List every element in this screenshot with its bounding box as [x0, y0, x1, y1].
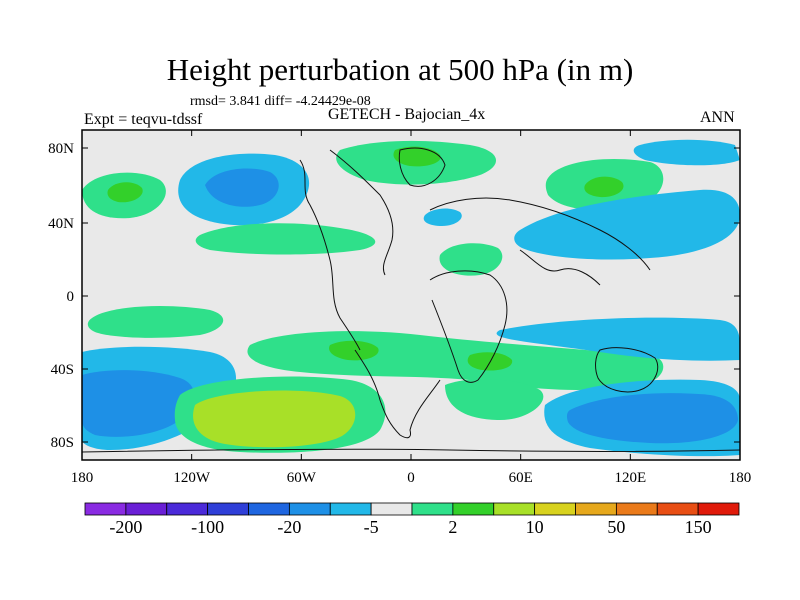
x-tick-label: 180 — [71, 470, 94, 486]
colorbar-label: 150 — [685, 517, 712, 537]
experiment-label: Expt = teqvu-tdssf — [84, 111, 203, 128]
contour-sh-pacific-yellow — [193, 390, 356, 448]
y-axis: 80N 40N 0 40S 80S — [48, 141, 740, 451]
colorbar-swatch — [452, 502, 495, 516]
contour-sh-africa-core — [467, 352, 513, 371]
colorbar-swatch — [697, 502, 740, 516]
x-axis: 180 120W 60W 0 60E 120E 180 — [71, 130, 752, 486]
colorbar-swatch — [615, 502, 658, 516]
coast-australia — [595, 347, 659, 393]
contour-sh-east-core — [677, 342, 704, 355]
coast-north-america — [299, 159, 361, 351]
season-label: ANN — [700, 109, 735, 126]
contour-africa-north-green — [439, 243, 503, 276]
contour-ne-top-cyan — [633, 139, 740, 166]
contour-sh-east-blue — [566, 393, 738, 444]
contour-arctic-core — [393, 146, 441, 167]
colorbar: -200 -100 -20 -5 2 10 50 150 — [84, 502, 740, 537]
colorbar-swatch — [656, 502, 699, 516]
contour-fields — [82, 139, 740, 457]
colorbar-label: 50 — [607, 517, 625, 537]
stats-text: rmsd= 3.841 diff= -4.24429e-08 — [190, 94, 371, 109]
coast-north-america-east — [329, 149, 394, 276]
colorbar-swatch — [411, 502, 454, 516]
colorbar-label: -5 — [364, 517, 379, 537]
x-tick-label: 60E — [509, 470, 533, 486]
x-tick-label: 120E — [614, 470, 646, 486]
x-tick-label: 120W — [173, 470, 211, 486]
coast-greenland — [398, 147, 446, 187]
coast-africa — [429, 270, 508, 383]
colorbar-swatch — [575, 502, 617, 516]
colorbar-label: -200 — [109, 517, 142, 537]
x-tick-label: 0 — [407, 470, 415, 486]
coastlines — [82, 147, 740, 453]
colorbar-swatch — [288, 502, 331, 516]
coast-india-se-asia — [519, 249, 601, 286]
colorbar-swatch — [329, 502, 372, 516]
contour-ne-pacific-cyan — [514, 189, 740, 260]
contour-sh-atlantic-green — [445, 378, 544, 420]
contour-asia-core — [584, 176, 624, 198]
colorbar-swatch — [493, 502, 536, 516]
coast-europe-asia — [429, 197, 651, 271]
chart-title: Height perturbation at 500 hPa (in m) — [166, 52, 634, 87]
contour-nh-west-core — [107, 182, 143, 203]
colorbar-swatch — [207, 502, 249, 516]
y-tick-label: 40N — [48, 216, 74, 232]
x-tick-label: 60W — [287, 470, 317, 486]
y-tick-label: 80S — [51, 435, 74, 451]
contour-sh-west-blue — [82, 370, 195, 437]
colorbar-swatch — [370, 502, 413, 516]
contour-sh-belt-core — [329, 340, 379, 361]
colorbar-swatch — [84, 502, 127, 516]
colorbar-swatch — [248, 502, 290, 516]
coast-antarctica — [82, 448, 740, 453]
colorbar-label: 10 — [526, 517, 544, 537]
colorbar-swatch — [534, 502, 576, 516]
contour-europe-cyan — [423, 208, 462, 226]
y-tick-label: 0 — [67, 289, 75, 305]
y-tick-label: 80N — [48, 141, 74, 157]
x-tick-label: 180 — [729, 470, 752, 486]
colorbar-label: -20 — [277, 517, 301, 537]
coast-south-america — [354, 349, 441, 439]
colorbar-swatch — [166, 502, 209, 516]
colorbar-label: 2 — [448, 517, 457, 537]
contour-nh-pacific-green — [195, 223, 376, 255]
y-tick-label: 40S — [51, 362, 74, 378]
contour-nh-pacific-blue — [205, 168, 279, 207]
colorbar-swatch — [125, 502, 168, 516]
model-label: GETECH - Bajocian_4x — [328, 106, 486, 123]
colorbar-label: -100 — [191, 517, 224, 537]
contour-tropic-west-green — [87, 306, 224, 338]
